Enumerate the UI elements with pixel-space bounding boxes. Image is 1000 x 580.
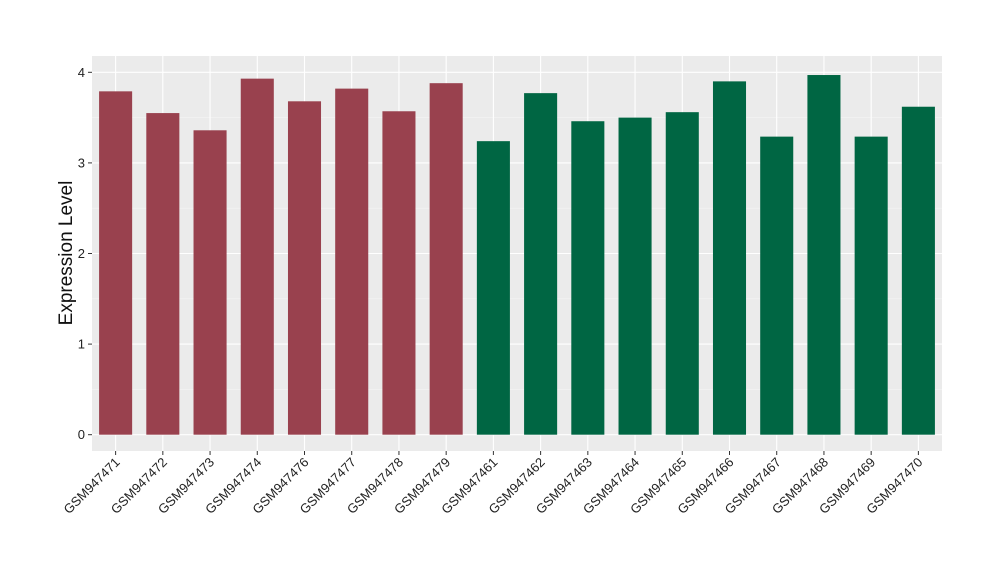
bar-GSM947464 (618, 117, 652, 435)
bar-GSM947474 (240, 78, 274, 435)
bar-GSM947470 (901, 106, 935, 435)
bar-GSM947476 (287, 101, 322, 435)
bar-GSM947477 (335, 88, 369, 435)
y-tick-label: 0 (78, 427, 85, 442)
y-tick-label: 4 (78, 65, 85, 80)
bar-GSM947473 (193, 130, 227, 435)
bar-GSM947467 (760, 136, 794, 435)
y-tick-label: 3 (78, 155, 85, 170)
bar-GSM947468 (807, 75, 841, 435)
bar-GSM947479 (429, 83, 463, 435)
bar-GSM947466 (712, 81, 747, 435)
bar-GSM947478 (382, 111, 416, 435)
bar-GSM947462 (524, 93, 558, 435)
bar-GSM947472 (146, 113, 180, 435)
bar-GSM947463 (571, 121, 605, 435)
bar-GSM947471 (99, 91, 133, 435)
bar-GSM947469 (854, 136, 888, 435)
bars (99, 75, 935, 435)
y-axis-title: Expression Level (56, 181, 77, 326)
y-tick-label: 1 (78, 337, 85, 352)
x-axis: GSM947471GSM947472GSM947473GSM947474GSM9… (61, 451, 926, 517)
y-axis: 0 1 2 3 4 (78, 65, 92, 442)
bar-GSM947465 (665, 112, 699, 435)
y-tick-label: 2 (78, 246, 85, 261)
bar-GSM947461 (476, 141, 510, 435)
